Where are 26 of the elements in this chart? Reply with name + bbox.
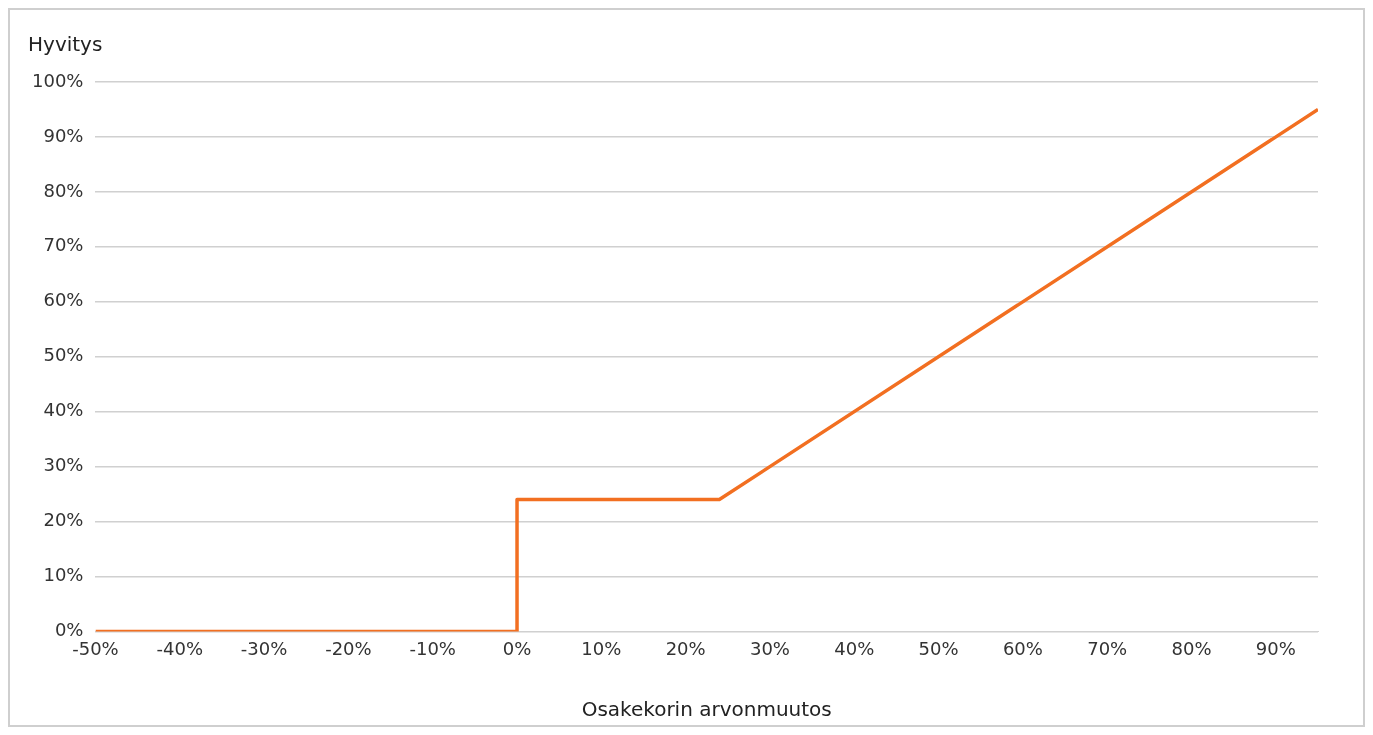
x-tick-label: 10% — [581, 637, 622, 659]
x-tick-label: 0% — [502, 637, 532, 659]
x-tick-label: 30% — [749, 637, 790, 659]
y-tick-label: 80% — [43, 179, 84, 201]
y-tick-label: 50% — [43, 344, 84, 366]
x-tick-label: -10% — [409, 637, 456, 659]
x-tick-label: 40% — [834, 637, 875, 659]
x-tick-label: 70% — [1087, 637, 1128, 659]
x-tick-label: 90% — [1255, 637, 1296, 659]
y-tick-label: 40% — [43, 399, 84, 421]
y-tick-label: 100% — [31, 69, 84, 91]
x-axis-title: Osakekorin arvonmuutos — [581, 697, 832, 722]
x-tick-label: 60% — [1002, 637, 1043, 659]
x-tick-label: -20% — [325, 637, 372, 659]
y-axis-title: Hyvitys — [28, 32, 103, 57]
y-tick-label: 70% — [43, 234, 84, 256]
y-tick-label: 90% — [43, 124, 84, 146]
y-tick-label: 20% — [43, 509, 84, 531]
x-tick-label: -30% — [240, 637, 288, 659]
y-tick-label: 60% — [43, 289, 84, 311]
x-tick-label: 20% — [665, 637, 706, 659]
x-tick-label: 80% — [1171, 637, 1212, 659]
y-tick-label: 30% — [43, 454, 84, 476]
y-tick-label: 10% — [43, 564, 84, 586]
x-tick-label: -40% — [156, 637, 204, 659]
x-tick-label: 50% — [918, 637, 959, 659]
